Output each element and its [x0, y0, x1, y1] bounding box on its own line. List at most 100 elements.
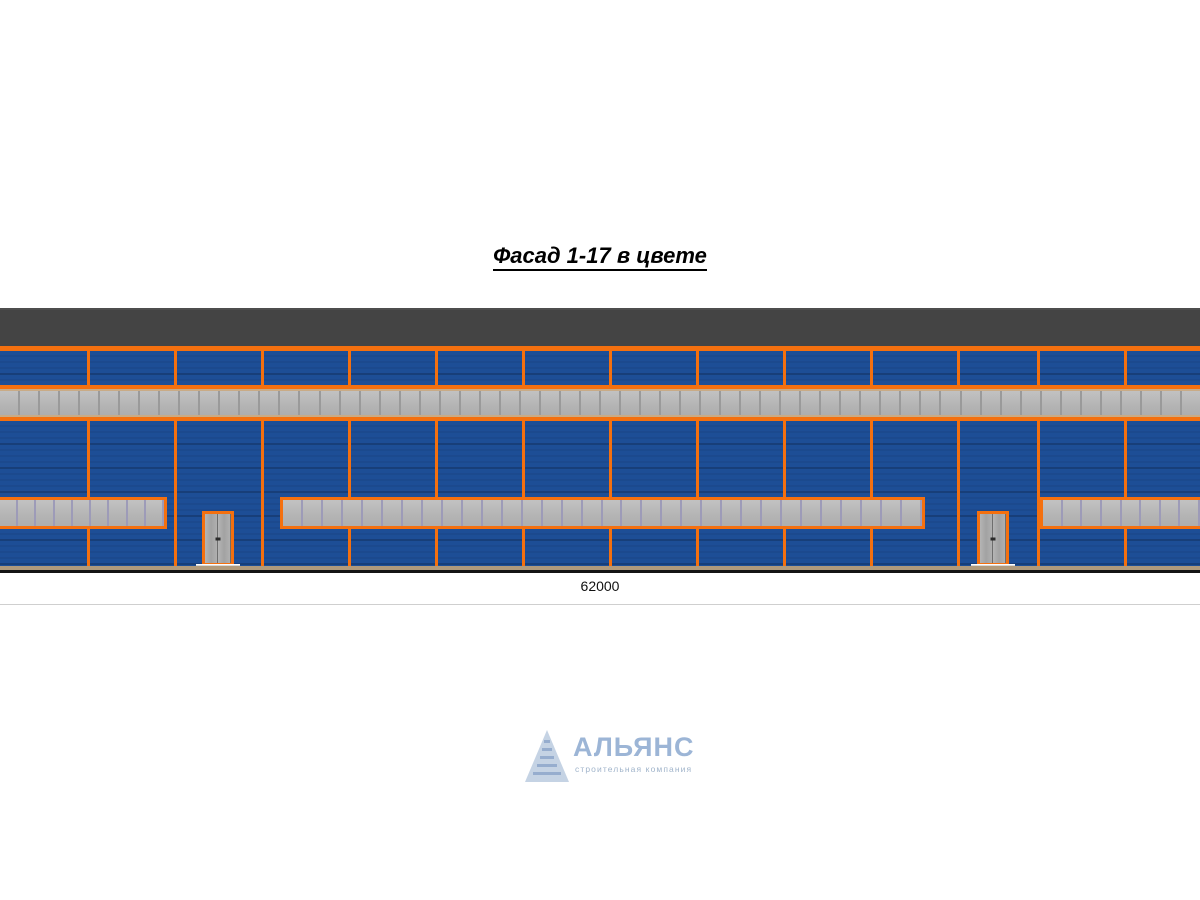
dimension-rule — [0, 604, 1200, 605]
window-pane — [722, 500, 743, 526]
window-pane — [1061, 391, 1082, 415]
window-pane — [402, 500, 423, 526]
window-pane — [642, 500, 663, 526]
column-line-13 — [1124, 351, 1127, 385]
window-pane — [861, 391, 882, 415]
column-main-5 — [435, 421, 438, 568]
window-pane — [781, 391, 802, 415]
window-pane — [1082, 500, 1102, 526]
window-pane — [821, 391, 842, 415]
clerestory-ribbon-window — [0, 389, 1200, 417]
window-pane — [620, 391, 641, 415]
window-pane — [482, 500, 503, 526]
window-pane — [460, 391, 481, 415]
window-pane — [91, 500, 110, 526]
window-pane — [600, 391, 621, 415]
column-main-2 — [174, 421, 177, 568]
window-pane — [360, 391, 381, 415]
column-line-12 — [1037, 351, 1040, 385]
column-main-6 — [522, 421, 525, 568]
window-pane — [382, 500, 403, 526]
window-pane — [662, 500, 683, 526]
window-pane — [220, 391, 241, 415]
page-title-text: Фасад 1-17 в цвете — [493, 243, 707, 271]
window-pane — [20, 391, 41, 415]
window-pane — [0, 500, 19, 526]
roof-top-edge — [0, 308, 1200, 310]
window-band-center — [280, 497, 925, 529]
window-pane — [540, 391, 561, 415]
column-main-7 — [609, 421, 612, 568]
page-title: Фасад 1-17 в цвете — [0, 243, 1200, 271]
window-pane — [841, 391, 862, 415]
column-line-3 — [261, 351, 264, 385]
ground-line — [0, 570, 1200, 573]
watermark-tagline: строительная компания — [575, 764, 693, 774]
window-pane — [1121, 500, 1142, 526]
window-pane — [702, 500, 723, 526]
window-pane — [522, 500, 543, 526]
window-pane — [302, 500, 323, 526]
window-pane — [941, 391, 962, 415]
door-leaf-right — [218, 514, 231, 563]
column-line-4 — [348, 351, 351, 385]
entrance-door-left[interactable] — [202, 511, 234, 566]
window-pane — [145, 500, 164, 526]
window-pane — [622, 500, 643, 526]
window-pane — [0, 391, 21, 415]
window-pane — [882, 500, 903, 526]
trim-band-below-clerestory — [0, 417, 1200, 421]
window-pane — [54, 500, 73, 526]
column-line-6 — [522, 351, 525, 385]
window-pane — [80, 391, 101, 415]
window-pane — [160, 391, 181, 415]
facade-elevation-drawing: АЛЬЯНС строительная компания — [0, 308, 1200, 782]
window-pane — [362, 500, 383, 526]
window-pane — [842, 500, 863, 526]
window-pane — [1041, 391, 1062, 415]
column-main-4 — [348, 421, 351, 568]
column-line-5 — [435, 351, 438, 385]
wall-panel-main — [0, 421, 1200, 568]
column-line-11 — [957, 351, 960, 385]
window-pane — [40, 391, 61, 415]
window-pane — [1161, 391, 1182, 415]
window-pane — [280, 391, 301, 415]
entrance-door-right[interactable] — [977, 511, 1009, 566]
window-pane — [60, 391, 81, 415]
column-main-10 — [870, 421, 873, 568]
window-pane — [1081, 391, 1102, 415]
window-pane — [782, 500, 803, 526]
window-pane — [681, 391, 702, 415]
window-pane — [1021, 391, 1042, 415]
column-main-8 — [696, 421, 699, 568]
window-pane — [322, 500, 343, 526]
wall-panel-upper — [0, 351, 1200, 385]
window-pane — [260, 391, 281, 415]
window-pane — [520, 391, 541, 415]
trim-band-above-clerestory — [0, 385, 1200, 389]
column-line-10 — [870, 351, 873, 385]
building-plinth — [0, 566, 1200, 571]
window-pane — [661, 391, 682, 415]
window-pane — [981, 391, 1002, 415]
window-pane — [283, 500, 303, 526]
door-leaf-right — [993, 514, 1006, 563]
column-line-9 — [783, 351, 786, 385]
roof-parapet-band — [0, 308, 1200, 346]
window-pane — [127, 500, 146, 526]
window-pane — [921, 391, 942, 415]
window-pane — [200, 391, 221, 415]
window-pane — [300, 391, 321, 415]
overall-dimension-label: 62000 — [580, 578, 620, 594]
window-pane — [1180, 500, 1200, 526]
window-pane — [1141, 391, 1162, 415]
window-pane — [901, 391, 922, 415]
window-pane — [742, 500, 763, 526]
window-pane — [420, 391, 441, 415]
window-pane — [180, 391, 201, 415]
window-pane — [320, 391, 341, 415]
column-line-2 — [174, 351, 177, 385]
column-main-1 — [87, 421, 90, 568]
column-main-3 — [261, 421, 264, 568]
